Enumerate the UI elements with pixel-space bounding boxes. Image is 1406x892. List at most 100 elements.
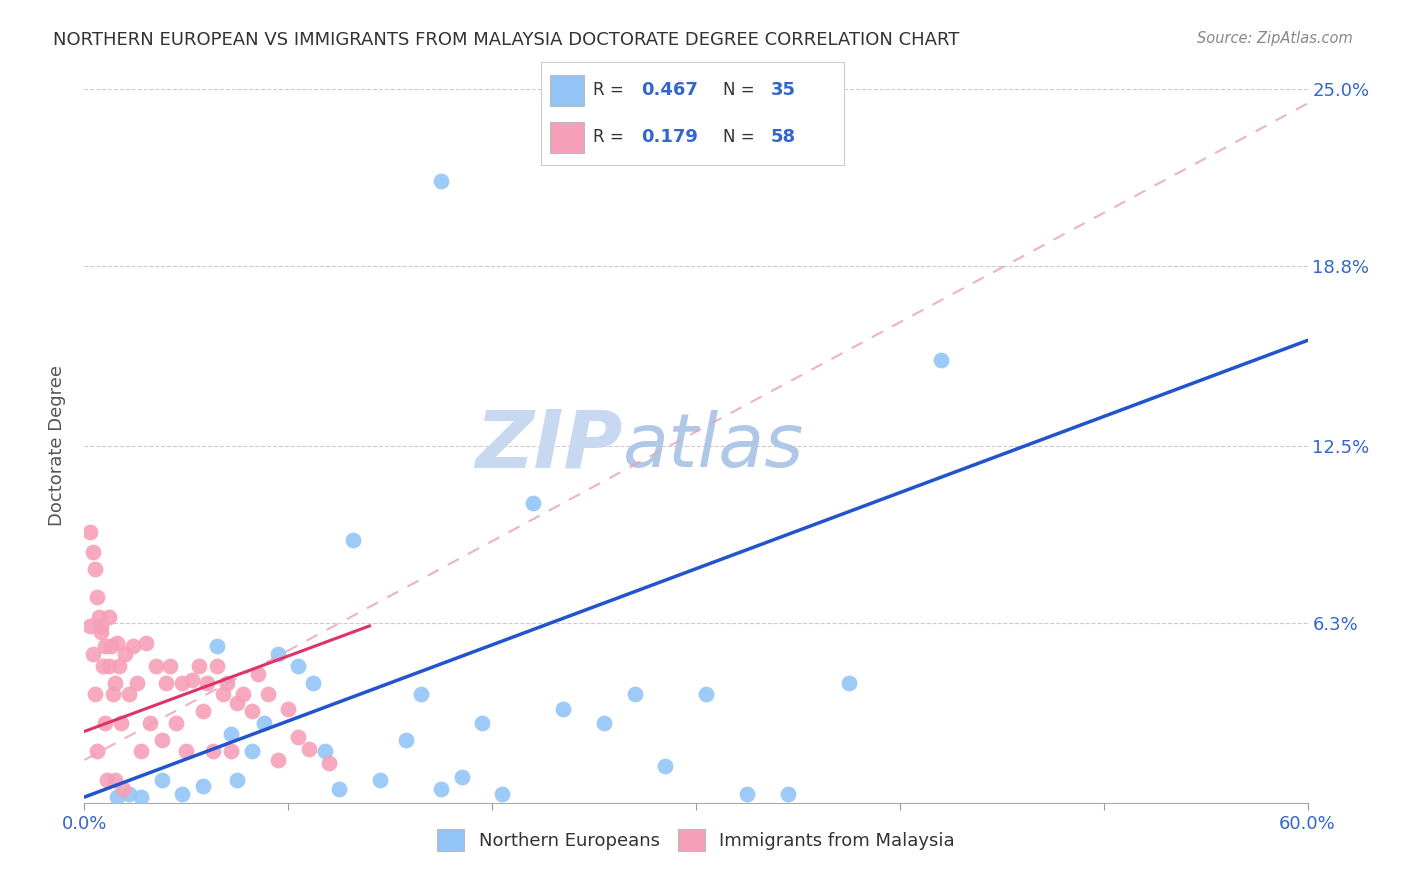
Y-axis label: Doctorate Degree: Doctorate Degree	[48, 366, 66, 526]
Point	[471, 715, 494, 730]
Point	[93, 715, 115, 730]
Point	[79, 524, 101, 539]
Point	[240, 744, 263, 758]
Point	[219, 744, 242, 758]
Text: 0.467: 0.467	[641, 81, 697, 99]
FancyBboxPatch shape	[550, 75, 583, 105]
Point	[219, 727, 242, 741]
Point	[624, 687, 647, 701]
Point	[104, 772, 127, 787]
Point	[138, 715, 160, 730]
Point	[191, 779, 214, 793]
Point	[83, 687, 105, 701]
Point	[82, 648, 104, 662]
Point	[87, 610, 110, 624]
Point	[522, 496, 544, 510]
Point	[181, 673, 204, 687]
Point	[187, 658, 209, 673]
Point	[838, 676, 860, 690]
Point	[82, 544, 104, 558]
Point	[328, 781, 350, 796]
Text: R =: R =	[593, 128, 634, 146]
Point	[90, 619, 112, 633]
Point	[267, 648, 290, 662]
Point	[96, 772, 118, 787]
Point	[430, 781, 453, 796]
Text: N =: N =	[723, 128, 759, 146]
Point	[298, 741, 321, 756]
Text: 0.179: 0.179	[641, 128, 697, 146]
Point	[105, 790, 128, 805]
Point	[395, 733, 418, 747]
Point	[93, 639, 115, 653]
Point	[240, 705, 263, 719]
Text: NORTHERN EUROPEAN VS IMMIGRANTS FROM MALAYSIA DOCTORATE DEGREE CORRELATION CHART: NORTHERN EUROPEAN VS IMMIGRANTS FROM MAL…	[53, 31, 960, 49]
FancyBboxPatch shape	[550, 122, 583, 153]
Point	[97, 610, 120, 624]
Point	[287, 730, 309, 744]
Point	[104, 676, 127, 690]
Point	[287, 658, 309, 673]
Legend: Northern Europeans, Immigrants from Malaysia: Northern Europeans, Immigrants from Mala…	[430, 822, 962, 858]
Point	[155, 676, 177, 690]
Point	[172, 787, 194, 801]
Point	[201, 744, 224, 758]
Point	[145, 658, 167, 673]
Point	[150, 772, 173, 787]
Point	[91, 658, 114, 673]
Point	[593, 715, 616, 730]
Point	[191, 705, 214, 719]
Text: Source: ZipAtlas.com: Source: ZipAtlas.com	[1197, 31, 1353, 46]
Text: N =: N =	[723, 81, 759, 99]
Point	[342, 533, 364, 548]
Text: ZIP: ZIP	[475, 407, 623, 485]
Point	[122, 639, 145, 653]
Point	[430, 173, 453, 187]
Point	[131, 790, 153, 805]
Point	[135, 636, 157, 650]
Point	[101, 687, 124, 701]
Point	[118, 687, 141, 701]
Point	[127, 676, 149, 690]
Point	[409, 687, 432, 701]
Point	[253, 715, 276, 730]
Point	[131, 744, 153, 758]
Point	[491, 787, 513, 801]
Point	[97, 658, 120, 673]
Point	[654, 758, 676, 772]
Point	[267, 753, 290, 767]
Point	[246, 667, 269, 681]
Point	[114, 648, 136, 662]
Point	[112, 781, 135, 796]
Point	[314, 744, 336, 758]
Point	[257, 687, 280, 701]
Text: R =: R =	[593, 81, 628, 99]
Point	[86, 744, 108, 758]
Point	[735, 787, 758, 801]
Point	[108, 658, 131, 673]
Point	[118, 787, 141, 801]
Text: atlas: atlas	[623, 410, 804, 482]
Point	[105, 636, 128, 650]
Point	[929, 353, 952, 368]
Point	[232, 687, 254, 701]
Point	[450, 770, 472, 784]
Point	[165, 715, 187, 730]
Point	[150, 733, 173, 747]
Point	[226, 772, 249, 787]
Point	[217, 676, 239, 690]
Point	[205, 658, 228, 673]
Point	[100, 639, 122, 653]
Point	[695, 687, 717, 701]
Point	[159, 658, 181, 673]
Point	[553, 701, 575, 715]
Point	[174, 744, 197, 758]
Text: 58: 58	[770, 128, 796, 146]
Point	[195, 676, 218, 690]
Point	[776, 787, 799, 801]
Point	[318, 756, 340, 770]
Point	[172, 676, 194, 690]
Point	[79, 619, 101, 633]
Point	[212, 687, 235, 701]
Point	[90, 624, 112, 639]
